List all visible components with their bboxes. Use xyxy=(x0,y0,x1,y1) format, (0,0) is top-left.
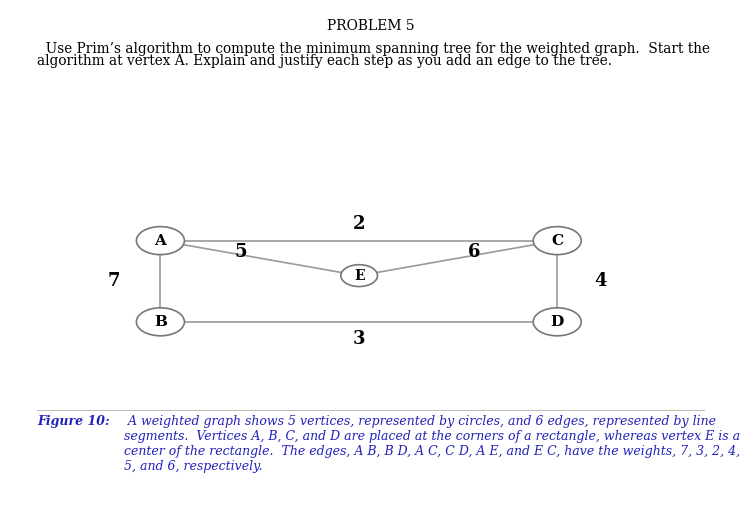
Ellipse shape xyxy=(534,308,581,336)
Text: 6: 6 xyxy=(468,243,480,261)
Text: E: E xyxy=(354,269,365,282)
Text: D: D xyxy=(551,315,564,329)
Text: algorithm at vertex A. Explain and justify each step as you add an edge to the t: algorithm at vertex A. Explain and justi… xyxy=(37,54,612,69)
Ellipse shape xyxy=(136,227,185,254)
Text: Figure 10:: Figure 10: xyxy=(37,415,110,428)
Text: B: B xyxy=(154,315,167,329)
Text: Use Prim’s algorithm to compute the minimum spanning tree for the weighted graph: Use Prim’s algorithm to compute the mini… xyxy=(37,42,710,56)
Text: C: C xyxy=(551,234,563,248)
Text: A: A xyxy=(154,234,167,248)
Text: 2: 2 xyxy=(353,215,365,233)
Text: 4: 4 xyxy=(594,272,607,290)
Ellipse shape xyxy=(341,265,377,287)
Text: A weighted graph shows 5 vertices, represented by circles, and 6 edges, represen: A weighted graph shows 5 vertices, repre… xyxy=(124,415,741,473)
Text: 5: 5 xyxy=(234,243,247,261)
Ellipse shape xyxy=(136,308,185,336)
Ellipse shape xyxy=(534,227,581,254)
Text: 3: 3 xyxy=(353,330,365,348)
Text: PROBLEM 5: PROBLEM 5 xyxy=(327,19,414,34)
Text: 7: 7 xyxy=(107,272,120,290)
